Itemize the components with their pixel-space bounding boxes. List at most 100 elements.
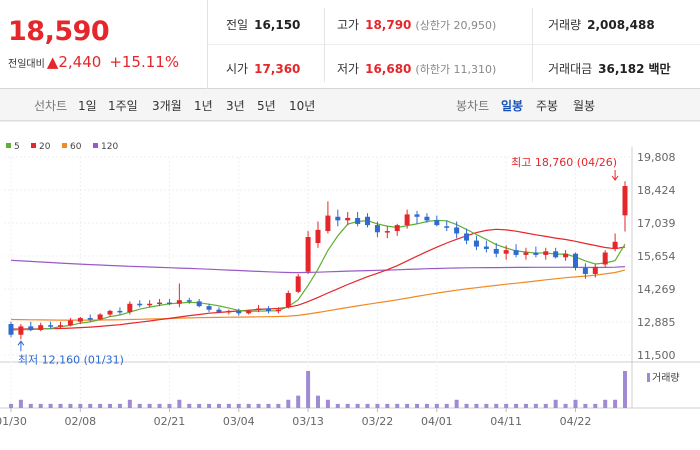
candle-body — [563, 253, 569, 258]
low-arrow-icon — [17, 340, 25, 352]
volume-bar — [266, 403, 271, 408]
quote-summary: 18,590 전일대비 ▲2,440 +15.11% 전일 16,150 고가 18,7… — [0, 0, 700, 89]
y-tick-label: 11,500 — [637, 349, 676, 362]
candle-body — [582, 268, 588, 274]
volume-bar — [306, 371, 311, 408]
candle-body — [8, 324, 14, 335]
candle-chart-label: 봉차트 — [456, 99, 490, 113]
volume-bar — [78, 403, 83, 408]
volume-bar — [504, 403, 509, 408]
candle-body — [335, 216, 341, 221]
y-tick-label: 18,424 — [637, 184, 676, 197]
stats-divider — [208, 44, 700, 45]
period-3m-button[interactable]: 3개월 — [152, 99, 182, 113]
volume-bar — [296, 395, 301, 408]
ma60-line — [10, 269, 626, 321]
stat-prev-close: 전일 16,150 — [226, 16, 300, 33]
volume-bar — [355, 403, 360, 408]
candle-body — [38, 325, 44, 330]
volume-bar — [88, 403, 93, 408]
stat-value: 2,008,488 — [587, 18, 655, 32]
stat-high: 고가 18,790 (상한가 20,950) — [337, 16, 496, 33]
candle-body — [186, 300, 192, 302]
volume-label: 거래량 — [652, 372, 680, 384]
volume-bar — [345, 403, 350, 408]
candle-body — [473, 240, 479, 247]
candle-body — [572, 253, 578, 269]
candle-body — [434, 220, 440, 226]
volume-bar — [216, 403, 221, 408]
stat-label: 시가 — [226, 62, 249, 76]
legend-label: 5 — [14, 142, 20, 152]
candle-body — [592, 266, 598, 274]
legend-label: 60 — [70, 142, 82, 152]
stat-sub: (하한가 11,310) — [415, 63, 497, 76]
volume-bar — [415, 403, 420, 408]
candle-body — [374, 225, 380, 233]
volume-bar — [375, 403, 380, 408]
candle-body — [345, 217, 351, 221]
candle-body — [285, 293, 291, 308]
candle-body — [28, 326, 34, 330]
volume-bar — [167, 403, 172, 408]
stat-label: 전일 — [226, 18, 249, 32]
period-5y-button[interactable]: 5년 — [257, 99, 276, 113]
volume-bar — [68, 403, 73, 408]
y-tick-label: 19,808 — [637, 151, 676, 164]
weekly-candle-tab[interactable]: 주봉 — [536, 99, 559, 113]
candle-body — [464, 233, 470, 241]
legend-label: 120 — [101, 142, 118, 152]
candle-body — [87, 318, 93, 320]
candle-body — [127, 303, 133, 313]
candle-body — [48, 325, 54, 327]
volume-bars — [9, 371, 627, 408]
volume-bar — [335, 403, 340, 408]
candle-body — [216, 309, 222, 313]
candle-body — [117, 310, 123, 313]
volume-bar — [157, 403, 162, 408]
period-1y-button[interactable]: 1년 — [194, 99, 213, 113]
volume-bar — [395, 403, 400, 408]
volume-bar — [533, 403, 538, 408]
period-1w-button[interactable]: 1주일 — [108, 99, 138, 113]
stat-value: 36,182 — [598, 62, 645, 76]
stat-value: 16,150 — [254, 18, 301, 32]
legend-swatch — [31, 143, 36, 148]
candle-body — [444, 226, 450, 228]
candle-body — [226, 310, 232, 313]
volume-bar — [127, 399, 132, 408]
candle-body — [305, 237, 311, 272]
candles — [8, 181, 628, 340]
volume-bar — [226, 403, 231, 408]
volume-bar — [603, 399, 608, 408]
volume-bar — [464, 403, 469, 408]
volume-bar — [583, 403, 588, 408]
period-1d-button[interactable]: 1일 — [78, 99, 97, 113]
candle-body — [612, 241, 618, 249]
ma120-line — [10, 259, 626, 274]
candle-body — [424, 216, 430, 221]
candle-body — [295, 276, 301, 292]
monthly-candle-tab[interactable]: 월봉 — [573, 99, 596, 113]
stats-separator — [324, 8, 325, 82]
volume-bar — [514, 403, 519, 408]
stat-open: 시가 17,360 — [226, 60, 300, 77]
candle-body — [523, 252, 529, 255]
ma-legend: 5 20 60 120 — [6, 142, 118, 152]
moving-average-lines — [10, 219, 626, 331]
x-tick-label: 01/30 — [0, 415, 27, 428]
volume-bar — [365, 403, 370, 408]
stat-label: 거래대금 — [548, 62, 593, 76]
daily-candle-tab[interactable]: 일봉 — [501, 99, 524, 113]
candle-body — [246, 310, 252, 314]
candle-body — [58, 325, 64, 327]
volume-bar — [38, 403, 43, 408]
period-3y-button[interactable]: 3년 — [226, 99, 245, 113]
candle-body — [355, 217, 361, 224]
candle-body — [325, 215, 331, 232]
stat-label: 저가 — [337, 62, 360, 76]
x-tick-label: 02/21 — [154, 415, 186, 428]
annotations: 최고 18,760 (04/26) 최저 12,160 (01/31) — [17, 156, 619, 366]
period-10y-button[interactable]: 10년 — [289, 99, 316, 113]
candle-body — [404, 214, 410, 226]
